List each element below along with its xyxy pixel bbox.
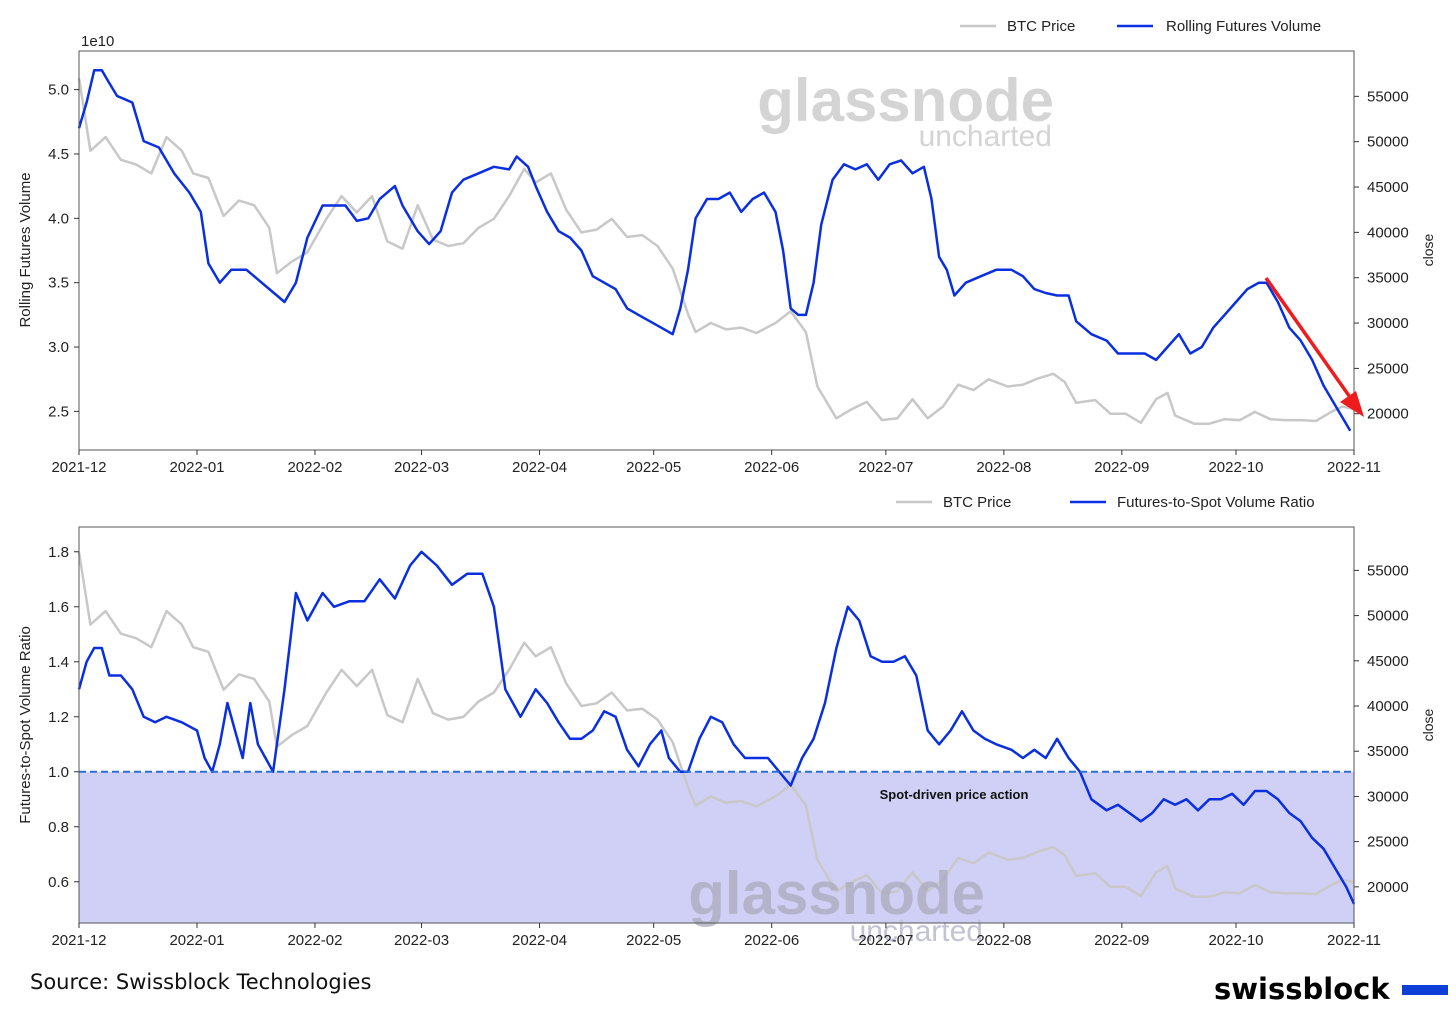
x-tick-label: 2022-03 bbox=[394, 932, 449, 949]
btc-price-line bbox=[77, 552, 1355, 899]
x-tick-label: 2021-12 bbox=[51, 932, 106, 949]
y-left-tick-label: 4.0 bbox=[48, 210, 69, 227]
y-right-tick-label: 35000 bbox=[1367, 270, 1409, 287]
x-tick-label: 2022-06 bbox=[744, 459, 799, 476]
spot-driven-label: Spot-driven price action bbox=[880, 787, 1029, 802]
y-left-tick-label: 0.8 bbox=[48, 819, 69, 836]
bottom-left-axis-label: Futures-to-Spot Volume Ratio bbox=[17, 626, 34, 824]
top-plot-frame bbox=[78, 50, 1355, 451]
y-left-tick-label: 5.0 bbox=[48, 82, 69, 99]
y-left-tick-label: 1.6 bbox=[48, 599, 69, 616]
x-tick-label: 2022-05 bbox=[626, 459, 681, 476]
bottom-chart-panel: Spot-driven price action glassnode uncha… bbox=[17, 494, 1436, 949]
y-right-tick-label: 55000 bbox=[1367, 562, 1409, 579]
x-tick-label: 2022-08 bbox=[976, 459, 1031, 476]
bottom-plot-frame bbox=[78, 526, 1355, 924]
x-tick-label: 2022-05 bbox=[626, 932, 681, 949]
x-tick-label: 2021-12 bbox=[51, 459, 106, 476]
btc-price-line bbox=[77, 78, 1355, 425]
y-left-tick-label: 1.4 bbox=[48, 654, 69, 671]
x-tick-label: 2022-01 bbox=[169, 932, 224, 949]
y-left-tick-label: 1.8 bbox=[48, 544, 69, 561]
watermark-bottom-main: glassnode bbox=[688, 860, 985, 927]
top-right-axis-label: close bbox=[1420, 233, 1436, 266]
y-left-tick-label: 1.2 bbox=[48, 709, 69, 726]
x-tick-label: 2022-08 bbox=[976, 932, 1031, 949]
x-tick-label: 2022-11 bbox=[1327, 459, 1381, 476]
swissblock-logo-text: swissblock bbox=[1214, 972, 1390, 1006]
spot-driven-region bbox=[79, 771, 1354, 923]
source-caption: Source: Swissblock Technologies bbox=[30, 970, 372, 994]
y-right-tick-label: 45000 bbox=[1367, 179, 1409, 196]
watermark-top-sub: uncharted bbox=[919, 120, 1052, 153]
y-right-tick-label: 25000 bbox=[1367, 834, 1409, 851]
y-left-tick-label: 1.0 bbox=[48, 764, 69, 781]
y-right-tick-label: 40000 bbox=[1367, 224, 1409, 241]
swissblock-logo-bar bbox=[1402, 985, 1448, 995]
x-tick-label: 2022-07 bbox=[858, 459, 913, 476]
y-left-tick-label: 0.6 bbox=[48, 874, 69, 891]
x-tick-label: 2022-09 bbox=[1094, 459, 1149, 476]
y-left-tick-label: 3.5 bbox=[48, 275, 69, 292]
x-tick-label: 2022-03 bbox=[394, 459, 449, 476]
x-tick-label: 2022-11 bbox=[1327, 932, 1381, 949]
bottom-legend: BTC Price Futures-to-Spot Volume Ratio bbox=[896, 494, 1315, 511]
y-left-tick-label: 2.5 bbox=[48, 403, 69, 420]
futures-to-spot-volume-ratio-line bbox=[77, 550, 1356, 905]
x-tick-label: 2022-10 bbox=[1208, 932, 1263, 949]
red-arrow-annotation bbox=[1264, 276, 1364, 417]
top-legend-btc-label: BTC Price bbox=[1007, 18, 1075, 35]
y-right-tick-label: 25000 bbox=[1367, 360, 1409, 377]
y-right-tick-label: 35000 bbox=[1367, 743, 1409, 760]
y-left-tick-label: 4.5 bbox=[48, 146, 69, 163]
y-right-tick-label: 20000 bbox=[1367, 879, 1409, 896]
x-tick-label: 2022-04 bbox=[512, 459, 567, 476]
top-legend: BTC Price Rolling Futures Volume bbox=[960, 18, 1321, 35]
x-tick-label: 2022-02 bbox=[287, 459, 342, 476]
y-left-tick-label: 3.0 bbox=[48, 339, 69, 356]
x-tick-label: 2022-10 bbox=[1208, 459, 1263, 476]
y-right-tick-label: 40000 bbox=[1367, 698, 1409, 715]
bottom-legend-ratio-label: Futures-to-Spot Volume Ratio bbox=[1117, 494, 1315, 511]
y-right-tick-label: 55000 bbox=[1367, 88, 1409, 105]
bottom-legend-btc-label: BTC Price bbox=[943, 494, 1011, 511]
x-tick-label: 2022-06 bbox=[744, 932, 799, 949]
y-right-tick-label: 30000 bbox=[1367, 788, 1409, 805]
x-tick-label: 2022-04 bbox=[512, 932, 567, 949]
top-legend-futures-label: Rolling Futures Volume bbox=[1166, 18, 1321, 35]
y-right-tick-label: 20000 bbox=[1367, 406, 1409, 423]
y-right-tick-label: 45000 bbox=[1367, 653, 1409, 670]
x-tick-label: 2022-01 bbox=[169, 459, 224, 476]
top-left-axis-label: Rolling Futures Volume bbox=[17, 172, 34, 327]
y-right-tick-label: 50000 bbox=[1367, 608, 1409, 625]
watermark-bottom-sub: uncharted bbox=[850, 915, 983, 948]
y-right-tick-label: 50000 bbox=[1367, 134, 1409, 151]
x-tick-label: 2022-02 bbox=[287, 932, 342, 949]
top-left-exponent: 1e10 bbox=[81, 33, 114, 50]
rolling-futures-volume-line bbox=[77, 69, 1352, 432]
top-chart-panel: glassnode uncharted 1e10 Rolling Futures… bbox=[17, 18, 1436, 476]
watermark-top-main: glassnode bbox=[757, 67, 1054, 134]
bottom-right-axis-label: close bbox=[1420, 708, 1436, 741]
y-right-tick-label: 30000 bbox=[1367, 315, 1409, 332]
x-tick-label: 2022-09 bbox=[1094, 932, 1149, 949]
x-tick-label: 2022-07 bbox=[858, 932, 913, 949]
